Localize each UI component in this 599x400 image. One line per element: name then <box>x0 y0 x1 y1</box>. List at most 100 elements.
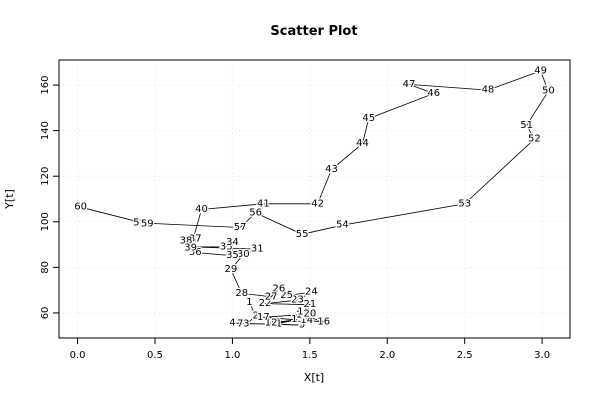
point-label-halo: 20 <box>303 309 316 320</box>
point-label-halo: 38 <box>180 236 193 247</box>
point-label-halo: 3 <box>243 318 249 329</box>
point-label-halo: 42 <box>311 198 324 209</box>
point-label-halo: 19 <box>297 306 310 317</box>
point-label: 33 <box>220 241 233 252</box>
y-tick-label: 140 <box>40 121 51 140</box>
point-label: 9 <box>266 318 272 329</box>
x-axis-label: X[t] <box>304 371 324 384</box>
y-tick-label: 80 <box>40 261 51 274</box>
point-label: 44 <box>356 138 369 149</box>
point-label: 38 <box>180 236 193 247</box>
point-label-halo: 53 <box>458 198 471 209</box>
point-label: 30 <box>237 249 250 260</box>
point-label-halo: 29 <box>225 264 238 275</box>
point-label-halo: 6 <box>268 318 274 329</box>
point-label-halo: 44 <box>356 138 369 149</box>
point-label: 19 <box>297 306 310 317</box>
point-label: 57 <box>234 222 247 233</box>
point-label: 11 <box>269 318 282 329</box>
point-label-halo: 41 <box>257 198 270 209</box>
point-label: 51 <box>520 120 533 131</box>
point-label: 53 <box>458 198 471 209</box>
point-label-halo: 30 <box>237 249 250 260</box>
point-label-halo: 15 <box>296 309 309 320</box>
point-label: 23 <box>291 295 304 306</box>
point-label-halo: 48 <box>482 85 495 96</box>
point-label: 24 <box>305 287 318 298</box>
y-tick-label: 120 <box>40 167 51 186</box>
point-label: 4 <box>229 317 235 328</box>
x-tick-label: 0.5 <box>147 350 163 361</box>
point-label: 47 <box>403 79 416 90</box>
point-label-halo: 24 <box>305 287 318 298</box>
x-tick-label: 3.0 <box>534 350 550 361</box>
point-label-halo: 21 <box>303 299 316 310</box>
point-label: 32 <box>184 241 197 252</box>
point-label-halo: 4 <box>229 317 235 328</box>
point-label-halo: 57 <box>234 222 247 233</box>
point-label-halo: 9 <box>266 318 272 329</box>
point-label: 52 <box>528 134 541 145</box>
point-label-halo: 40 <box>195 204 208 215</box>
point-label-halo: 22 <box>259 298 272 309</box>
point-label: 3 <box>243 318 249 329</box>
point-label-halo: 26 <box>273 284 286 295</box>
point-label: 45 <box>362 113 375 124</box>
point-label-halo: 5 <box>299 320 305 331</box>
point-label-halo: 2 <box>252 311 258 322</box>
point-label: 58 <box>133 217 146 228</box>
point-label-halo: 56 <box>249 207 262 218</box>
x-axis: 0.0 0.5 1.0 1.5 2.0 2.5 3.0 <box>70 338 550 361</box>
point-label: 43 <box>325 164 338 175</box>
point-label: 59 <box>141 219 154 230</box>
point-label-halo: 37 <box>189 233 202 244</box>
point-label-halo: 39 <box>184 242 197 253</box>
point-label-halo: 45 <box>362 113 375 124</box>
point-label-halo: 16 <box>317 316 330 327</box>
point-label: 54 <box>336 220 349 231</box>
point-label-halo: 59 <box>141 219 154 230</box>
point-label: 1 <box>246 297 252 308</box>
point-label: 46 <box>427 88 440 99</box>
point-label-halo: 27 <box>265 291 278 302</box>
point-label-halo: 54 <box>336 220 349 231</box>
point-label: 10 <box>299 313 312 324</box>
point-label: 49 <box>534 65 547 76</box>
point-label-halo: 46 <box>427 88 440 99</box>
point-label: 31 <box>251 244 264 255</box>
y-tick-label: 160 <box>40 76 51 95</box>
point-label: 37 <box>189 233 202 244</box>
point-label: 22 <box>259 298 272 309</box>
point-label-halo: 51 <box>520 120 533 131</box>
point-label: 42 <box>311 198 324 209</box>
x-tick-label: 1.5 <box>302 350 318 361</box>
point-label: 39 <box>184 242 197 253</box>
point-label: 15 <box>296 309 309 320</box>
point-label-halo: 52 <box>528 134 541 145</box>
point-label: 34 <box>226 237 239 248</box>
point-label: 12 <box>265 317 278 328</box>
point-label: 20 <box>303 309 316 320</box>
point-label-halo: 28 <box>235 288 248 299</box>
point-label-halo: 17 <box>257 312 270 323</box>
point-label-halo: 49 <box>534 65 547 76</box>
y-tick-label: 60 <box>40 307 51 320</box>
point-label-halo: 34 <box>226 237 239 248</box>
y-axis-label: Y[t] <box>3 189 16 210</box>
x-tick-label: 2.5 <box>457 350 473 361</box>
point-label: 7 <box>237 318 243 329</box>
point-label-halo: 10 <box>299 313 312 324</box>
point-label-halo: 47 <box>403 79 416 90</box>
point-label-halo: 60 <box>74 202 87 213</box>
point-label-halo: 14 <box>300 315 313 326</box>
point-label: 27 <box>265 291 278 302</box>
point-label: 56 <box>249 207 262 218</box>
point-label: 14 <box>300 315 313 326</box>
point-label: 21 <box>303 299 316 310</box>
point-label-halo: 18 <box>302 309 315 320</box>
x-tick-label: 0.0 <box>70 350 86 361</box>
point-label-halo: 58 <box>133 217 146 228</box>
